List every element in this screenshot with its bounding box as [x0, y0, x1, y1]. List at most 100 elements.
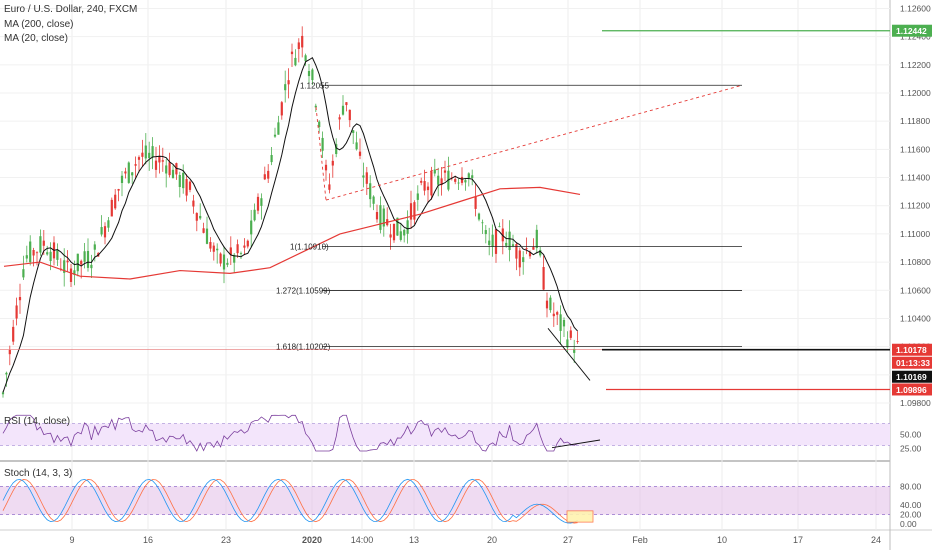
- price-label: 1.12442: [896, 26, 927, 36]
- ma20-line: [2, 57, 578, 393]
- y-tick-label: 1.11000: [900, 229, 930, 239]
- candle-body: [542, 267, 545, 290]
- candle-body: [440, 178, 443, 186]
- candle-body: [188, 181, 192, 190]
- candle-body: [307, 70, 311, 77]
- ma200-legend: MA (200, close): [4, 19, 74, 30]
- price-label-tag: [892, 356, 932, 369]
- price-label-tag: [892, 343, 932, 356]
- candle-body: [134, 164, 137, 166]
- price-label: 1.09896: [896, 385, 927, 395]
- candle-body: [141, 152, 144, 157]
- candle-body: [158, 155, 161, 163]
- candle-body: [474, 196, 477, 209]
- candle-body: [518, 250, 521, 268]
- candle-body: [127, 162, 130, 183]
- price-label-tag: [892, 383, 932, 396]
- candle-body: [365, 172, 368, 184]
- candle-body: [199, 215, 202, 219]
- candle-body: [120, 175, 124, 184]
- candle-body: [392, 223, 396, 241]
- candle-body: [182, 172, 185, 189]
- ma200-line: [3, 186, 581, 280]
- y-tick-label: 1.12600: [900, 3, 931, 13]
- time-axis[interactable]: 9 16 23 2020 14:00 13 20 27 Feb 10 17 24: [69, 535, 881, 545]
- candle-body: [525, 248, 528, 250]
- x-tick-label: 9: [69, 535, 74, 545]
- candle-body: [379, 205, 382, 230]
- candle-body: [409, 203, 413, 220]
- candle-body: [151, 146, 154, 158]
- candle-body: [63, 260, 66, 273]
- candle-body: [471, 175, 474, 179]
- candle-body: [15, 305, 18, 319]
- candle-body: [178, 174, 181, 188]
- fib-level-label: 1.12055: [300, 81, 329, 90]
- candle-body: [56, 249, 59, 260]
- price-label: 1.10169: [896, 372, 927, 382]
- y-tick-label: 1.12200: [900, 60, 931, 70]
- candle-body: [467, 173, 470, 178]
- candle-body: [46, 252, 49, 255]
- candle-body: [270, 155, 273, 163]
- y-tick-label: 1.11600: [900, 144, 930, 154]
- candle-body: [338, 117, 341, 120]
- candle-body: [5, 372, 8, 375]
- y-tick-label: 1.11400: [900, 173, 930, 183]
- candle-body: [341, 105, 345, 115]
- candle-body: [515, 244, 518, 259]
- fib-level-label: 1.272(1.10599): [276, 286, 331, 295]
- candle-body: [477, 213, 481, 220]
- candle-body: [195, 213, 198, 221]
- candle-body: [464, 180, 467, 183]
- candle-body: [382, 208, 385, 227]
- candle-body: [566, 339, 569, 348]
- candle-body: [90, 264, 93, 269]
- candle-body: [399, 231, 402, 240]
- candle-body: [256, 196, 260, 211]
- price-label-tag: [892, 24, 932, 37]
- chart-title: Euro / U.S. Dollar, 240, FXCM: [4, 4, 138, 15]
- candle-body: [416, 193, 419, 200]
- candle-body: [144, 145, 147, 159]
- candle-body: [460, 176, 464, 183]
- candle-body: [406, 220, 409, 234]
- candle-body: [539, 249, 542, 256]
- candle-body: [86, 250, 90, 268]
- candle-body: [345, 102, 348, 106]
- candle-body: [131, 172, 134, 176]
- candle-body: [284, 84, 287, 91]
- candle-body: [233, 254, 236, 263]
- candle-body: [488, 240, 491, 246]
- price-axis[interactable]: 1.126001.124001.122001.120001.118001.116…: [892, 3, 932, 529]
- price-pane[interactable]: 1.12055 1(1.10910) 1.272(1.10599) 1.618(1.1…: [0, 26, 890, 398]
- rsi-legend: RSI (14, close): [4, 416, 71, 427]
- candle-body: [423, 181, 426, 191]
- candle-body: [161, 160, 164, 162]
- y-tick-label: 1.11800: [900, 116, 930, 126]
- stoch-highlight-box: [566, 510, 594, 523]
- candle-body: [443, 170, 447, 173]
- candle-body: [287, 80, 290, 85]
- candle-body: [420, 180, 423, 183]
- candle-body: [297, 42, 300, 50]
- candle-body: [263, 174, 266, 180]
- x-tick-label: 10: [717, 535, 727, 545]
- candle-body: [219, 253, 222, 264]
- candle-body: [114, 194, 117, 209]
- candle-body: [290, 51, 294, 55]
- rsi-pane[interactable]: [0, 414, 890, 452]
- x-tick-label: 16: [143, 535, 153, 545]
- candle-body: [498, 226, 501, 228]
- candle-body: [375, 212, 379, 220]
- rsi-line: [2, 414, 578, 452]
- candle-body: [32, 250, 35, 256]
- candle-body: [352, 130, 355, 133]
- candle-body: [491, 234, 494, 247]
- y-tick-label: 1.12000: [900, 88, 931, 98]
- stoch-pane[interactable]: [0, 478, 890, 524]
- x-tick-label: 14:00: [351, 535, 374, 545]
- candle-body: [301, 35, 304, 48]
